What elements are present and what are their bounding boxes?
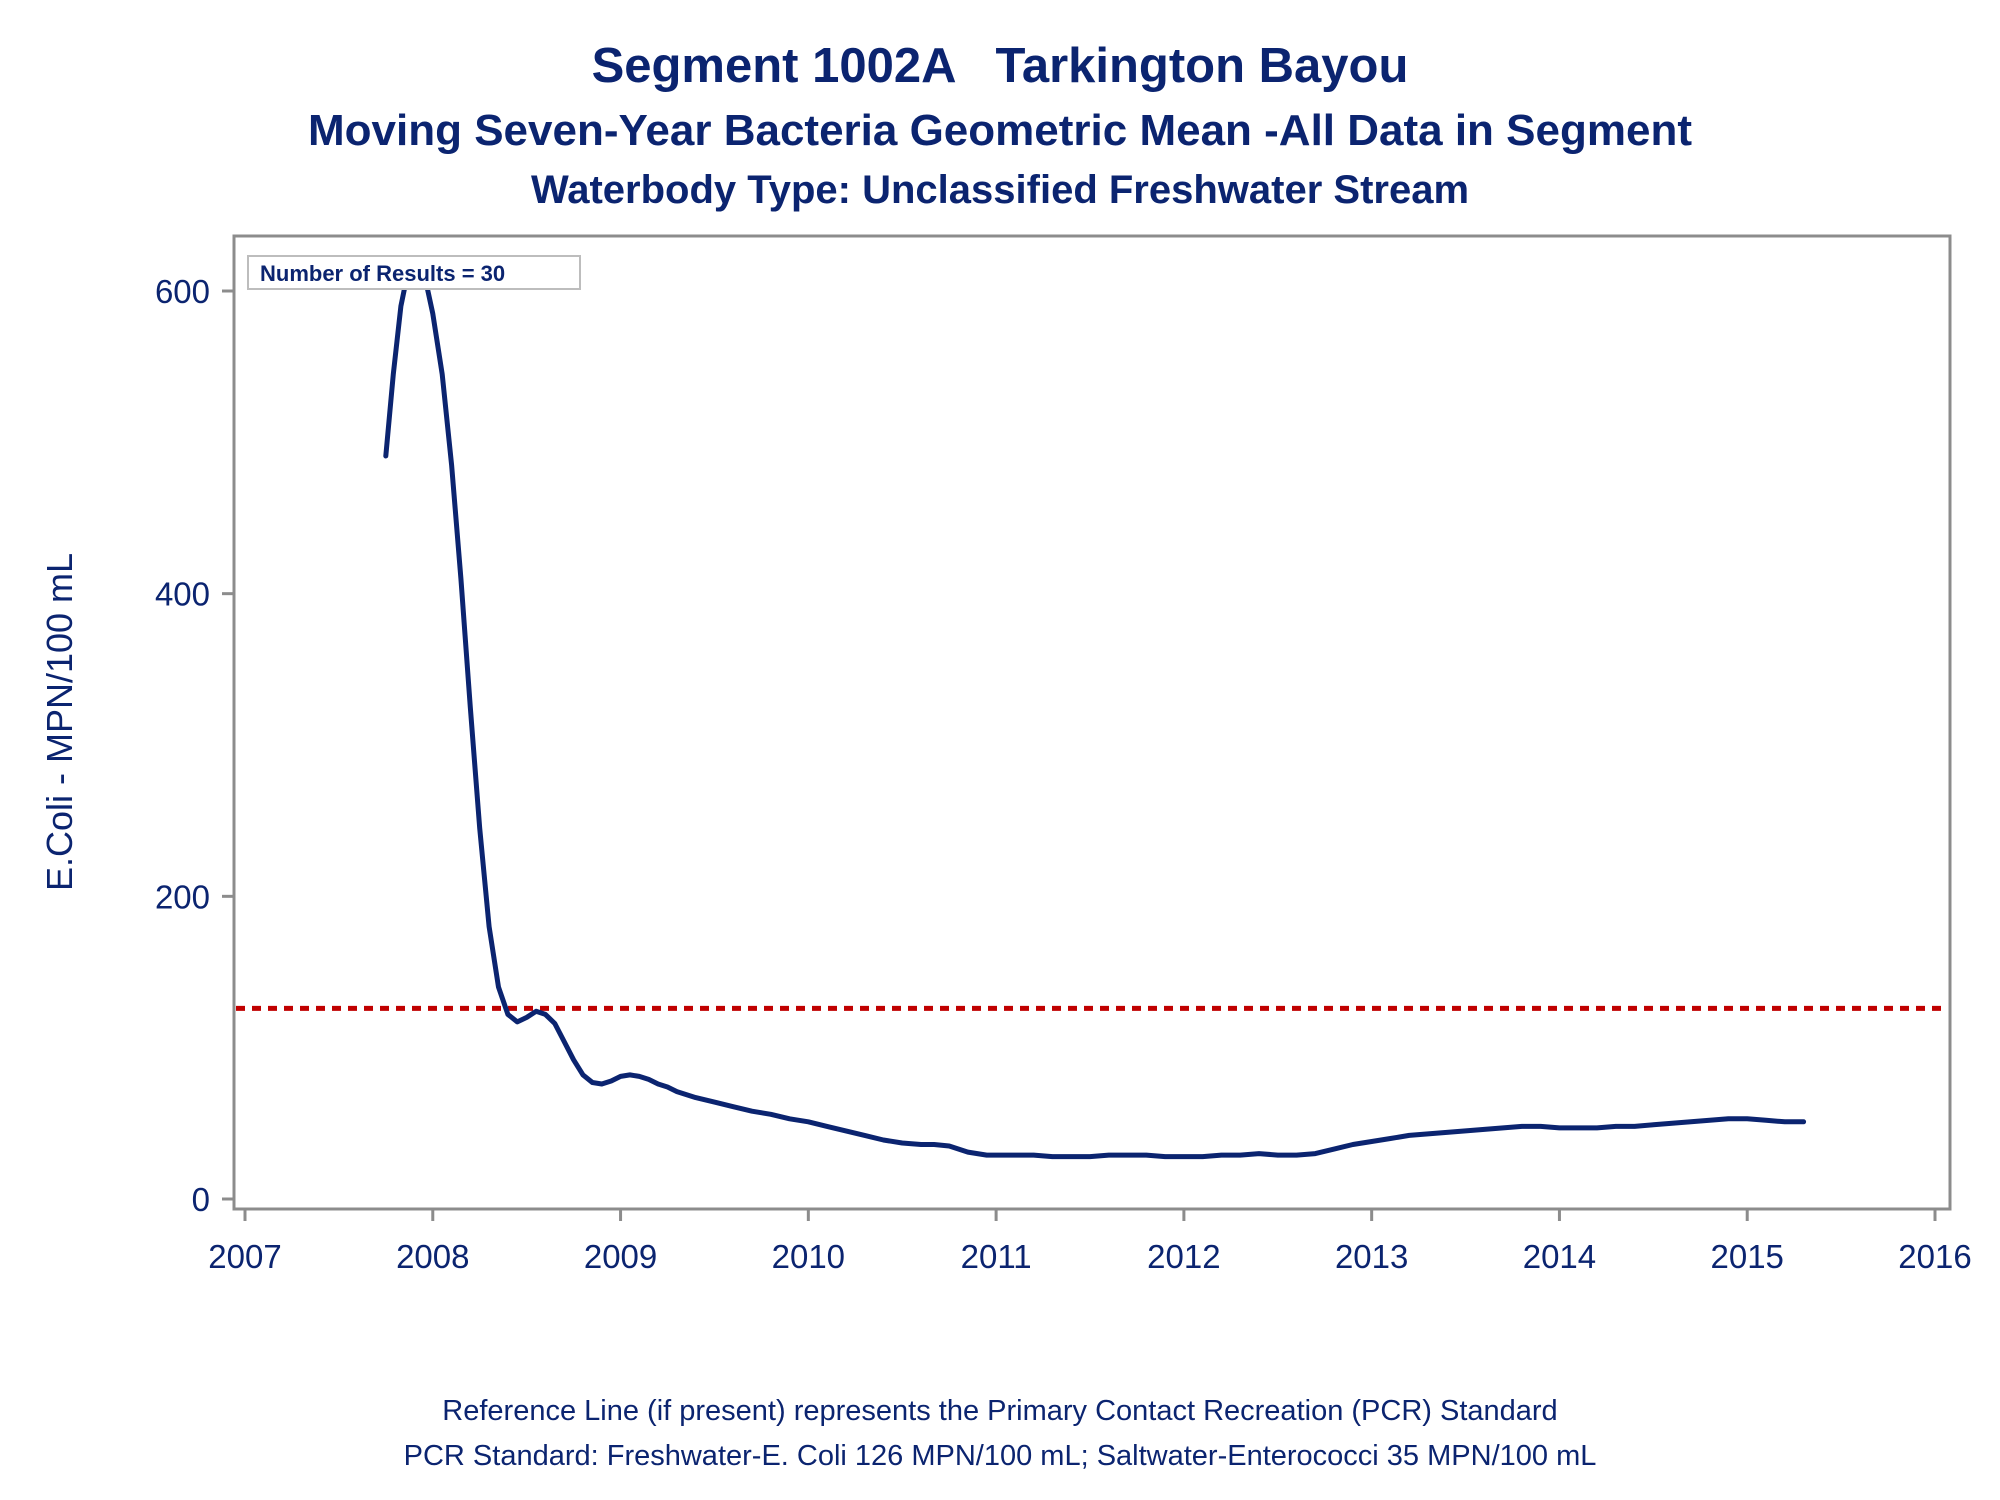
chart-subtitle: Moving Seven-Year Bacteria Geometric Mea… — [308, 106, 1692, 155]
chart-title: Segment 1002A Tarkington Bayou — [591, 39, 1409, 93]
x-tick-label: 2015 — [1711, 1238, 1784, 1275]
y-tick-label: 200 — [155, 878, 210, 915]
x-tick-label: 2012 — [1147, 1238, 1220, 1275]
results-count-text: Number of Results = 30 — [260, 261, 505, 286]
y-axis: 0 200 400 600 — [155, 273, 234, 1218]
x-tick-label: 2010 — [772, 1238, 845, 1275]
x-tick-label: 2013 — [1335, 1238, 1408, 1275]
y-tick-label: 400 — [155, 576, 210, 613]
results-count-box: Number of Results = 30 — [247, 255, 581, 290]
x-tick-label: 2011 — [961, 1238, 1032, 1275]
series-line-geometric-mean — [383, 255, 1807, 1160]
chart-subtitle-waterbody: Waterbody Type: Unclassified Freshwater … — [530, 168, 1470, 212]
footnote-pcr-standard: PCR Standard: Freshwater-E. Coli 126 MPN… — [403, 1440, 1597, 1472]
y-axis-label: E.Coli - MPN/100 mL — [39, 553, 80, 891]
x-tick-label: 2008 — [396, 1238, 469, 1275]
x-tick-label: 2007 — [208, 1238, 281, 1275]
x-tick-label: 2016 — [1898, 1238, 1971, 1275]
x-axis: 2007 2008 2009 2010 2011 2012 2013 2014 2015 2016 — [208, 1209, 1972, 1275]
plot-area-frame — [232, 234, 1952, 1211]
x-tick-label: 2009 — [584, 1238, 657, 1275]
y-tick-label: 0 — [192, 1181, 210, 1218]
footnote-reference-line: Reference Line (if present) represents t… — [442, 1395, 1558, 1427]
y-tick-label: 600 — [155, 273, 210, 310]
x-tick-label: 2014 — [1523, 1238, 1596, 1275]
